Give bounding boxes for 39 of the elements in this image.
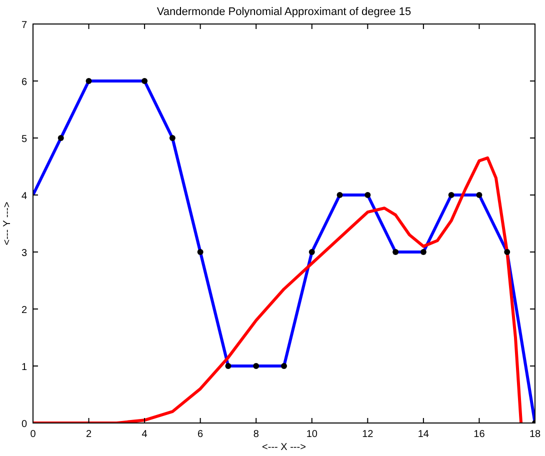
x-tick-label: 6 [198,429,204,440]
point [364,192,371,198]
point [142,78,148,84]
point [448,192,454,198]
x-tick-label: 2 [86,429,92,440]
y-axis-title: <--- Y ---> [2,202,13,246]
y-tick-label: 2 [21,305,28,316]
x-tick-label: 4 [142,429,148,440]
point [86,78,92,84]
y-tick-label: 3 [21,248,28,259]
point [336,192,343,198]
point [420,249,426,255]
chart-title: Vandermonde Polynomial Approximant of degree 15 [156,6,412,18]
x-tick-label: 14 [418,429,430,440]
point [253,363,260,369]
point [504,249,510,255]
x-tick-label: 18 [529,429,541,440]
point [197,249,204,255]
x-tick-label: 8 [253,429,260,440]
point [476,192,482,198]
point [281,363,287,369]
x-axis-title: <--- X ---> [262,442,306,453]
y-tick-label: 6 [21,77,28,88]
y-tick-label: 5 [21,134,28,145]
x-tick-label: 12 [362,429,374,440]
point [392,249,399,255]
x-tick-label: 0 [30,429,36,440]
point [225,363,232,369]
point [58,135,64,141]
point [169,135,176,141]
x-tick-label: 16 [474,429,486,440]
y-tick-label: 0 [21,419,28,430]
y-tick-label: 4 [21,191,28,202]
x-tick-label: 10 [306,429,318,440]
line-series [33,156,523,423]
point [308,249,315,255]
y-tick-label: 7 [21,20,28,31]
y-tick-label: 1 [21,362,28,373]
line-series [33,80,535,423]
